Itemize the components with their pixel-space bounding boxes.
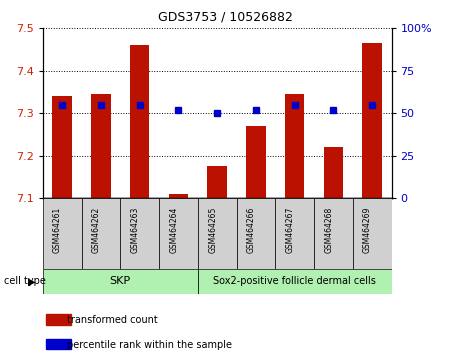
Bar [53, 96, 72, 198]
Bar [275, 198, 314, 269]
Bar [81, 198, 120, 269]
Bar [169, 194, 188, 198]
Bar [207, 166, 227, 198]
Bar [91, 94, 111, 198]
Bar [198, 198, 237, 269]
Text: GSM464269: GSM464269 [363, 207, 372, 253]
Text: GSM464267: GSM464267 [286, 207, 295, 253]
Text: transformed count: transformed count [67, 315, 158, 325]
Text: GSM464268: GSM464268 [324, 207, 333, 253]
Bar [130, 45, 149, 198]
Bar [285, 94, 304, 198]
Bar [314, 198, 353, 269]
Text: cell type: cell type [4, 276, 46, 286]
Bar [46, 314, 72, 325]
Text: GSM464261: GSM464261 [53, 207, 62, 253]
Bar [362, 43, 382, 198]
Text: GSM464263: GSM464263 [130, 207, 140, 253]
Bar [43, 198, 81, 269]
Text: ▶: ▶ [28, 276, 35, 286]
Bar [159, 198, 198, 269]
Text: GDS3753 / 10526882: GDS3753 / 10526882 [158, 11, 292, 24]
Bar [237, 198, 275, 269]
Text: Sox2-positive follicle dermal cells: Sox2-positive follicle dermal cells [213, 276, 376, 286]
Text: GSM464265: GSM464265 [208, 207, 217, 253]
Bar [120, 198, 159, 269]
Text: GSM464264: GSM464264 [169, 207, 178, 253]
Bar [246, 126, 266, 198]
Text: GSM464266: GSM464266 [247, 207, 256, 253]
Bar [46, 339, 72, 349]
Bar [43, 269, 198, 294]
Bar [353, 198, 392, 269]
Bar [198, 269, 392, 294]
Text: percentile rank within the sample: percentile rank within the sample [67, 339, 232, 349]
Bar [324, 147, 343, 198]
Text: GSM464262: GSM464262 [92, 207, 101, 253]
Text: SKP: SKP [110, 276, 131, 286]
